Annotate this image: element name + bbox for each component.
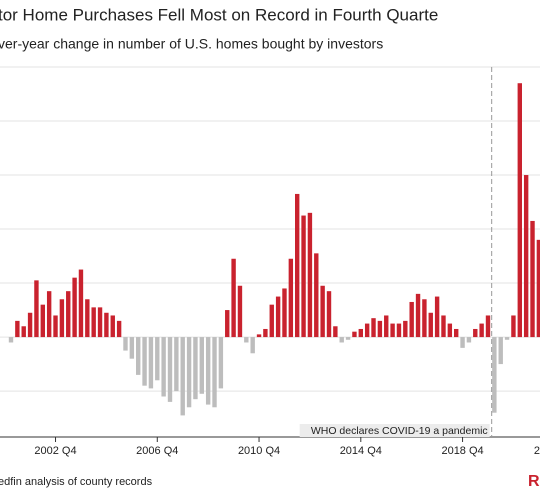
- bar: [244, 337, 249, 343]
- bar: [186, 337, 192, 408]
- bar: [78, 269, 84, 338]
- bar: [142, 337, 147, 386]
- bar: [498, 337, 503, 365]
- bar: [415, 293, 421, 338]
- bar: [8, 337, 14, 343]
- bar: [282, 288, 287, 338]
- bar: [91, 307, 96, 338]
- bar: [21, 326, 26, 338]
- bar: [479, 323, 484, 338]
- x-tick-label: 2010 Q4: [238, 445, 280, 457]
- bar: [371, 318, 376, 338]
- annotation: WHO declares COVID-19 a pandemic: [311, 425, 488, 437]
- bar: [295, 193, 300, 338]
- bar: [85, 299, 90, 338]
- bar: [199, 337, 204, 394]
- bar: [504, 337, 510, 340]
- bar: [485, 315, 491, 338]
- bar: [307, 212, 313, 338]
- bar: [72, 277, 77, 338]
- bar: [269, 304, 274, 338]
- bar: [66, 291, 71, 338]
- bar: [104, 312, 109, 338]
- x-tick-label: 2018 Q4: [441, 445, 483, 457]
- bar: [301, 215, 306, 338]
- bar: [492, 337, 497, 413]
- bar: [40, 304, 45, 338]
- bar: [422, 299, 427, 338]
- bar: [110, 315, 115, 338]
- bar: [193, 337, 198, 400]
- bar: [454, 328, 459, 338]
- bar: [27, 312, 33, 338]
- bar: [136, 337, 141, 375]
- bar: [129, 337, 135, 359]
- bar: [409, 301, 414, 338]
- bar: [339, 337, 344, 343]
- bar: [333, 326, 338, 338]
- bar: [256, 334, 262, 338]
- source-note: edfin analysis of county records: [0, 476, 153, 488]
- bar: [434, 296, 440, 338]
- chart-subtitle: ver-year change in number of U.S. homes …: [0, 36, 383, 52]
- bar: [180, 337, 185, 416]
- bar: [517, 83, 522, 338]
- bar: [116, 320, 122, 338]
- bar: [396, 323, 402, 338]
- chart-title: tor Home Purchases Fell Most on Record i…: [0, 5, 438, 24]
- bar: [447, 323, 453, 338]
- bar: [460, 337, 465, 348]
- bar: [377, 320, 383, 338]
- bar: [46, 291, 52, 338]
- logo: R: [528, 473, 540, 490]
- bar: [212, 337, 217, 408]
- bar: [250, 337, 255, 354]
- bar: [167, 337, 173, 402]
- bar: [390, 323, 395, 338]
- bar: [237, 285, 243, 338]
- bar: [466, 337, 472, 343]
- bar: [288, 258, 294, 338]
- bar: [225, 310, 230, 338]
- bar: [352, 331, 357, 338]
- bar: [34, 280, 39, 338]
- bar: [523, 175, 529, 338]
- bar: [345, 337, 351, 340]
- bar: [320, 285, 325, 338]
- bar: [148, 337, 154, 389]
- bar: [403, 320, 408, 338]
- bar: [15, 320, 20, 338]
- bar: [364, 323, 370, 338]
- bar: [536, 239, 540, 338]
- bar: [231, 258, 236, 338]
- bar: [218, 337, 224, 389]
- bar: [384, 315, 389, 338]
- bar: [205, 337, 211, 405]
- bar: [473, 328, 478, 338]
- bar: [53, 315, 58, 338]
- bar: [358, 328, 363, 338]
- x-tick-label: 2014 Q4: [340, 445, 382, 457]
- bar: [441, 315, 446, 338]
- bar: [275, 296, 281, 338]
- x-tick-label: 2: [534, 445, 540, 457]
- bar: [161, 337, 166, 397]
- bar: [174, 337, 179, 392]
- bar: [428, 312, 433, 338]
- bar: [326, 291, 332, 338]
- bar: [511, 315, 516, 338]
- bar: [155, 337, 160, 381]
- annotation-box: [299, 424, 490, 437]
- x-tick-label: 2002 Q4: [34, 445, 76, 457]
- bar: [59, 299, 65, 338]
- bar: [123, 337, 128, 351]
- x-tick-label: 2006 Q4: [136, 445, 178, 457]
- bar: [97, 307, 103, 338]
- bar: [314, 253, 319, 338]
- bar: [263, 328, 268, 338]
- bar: [530, 220, 535, 338]
